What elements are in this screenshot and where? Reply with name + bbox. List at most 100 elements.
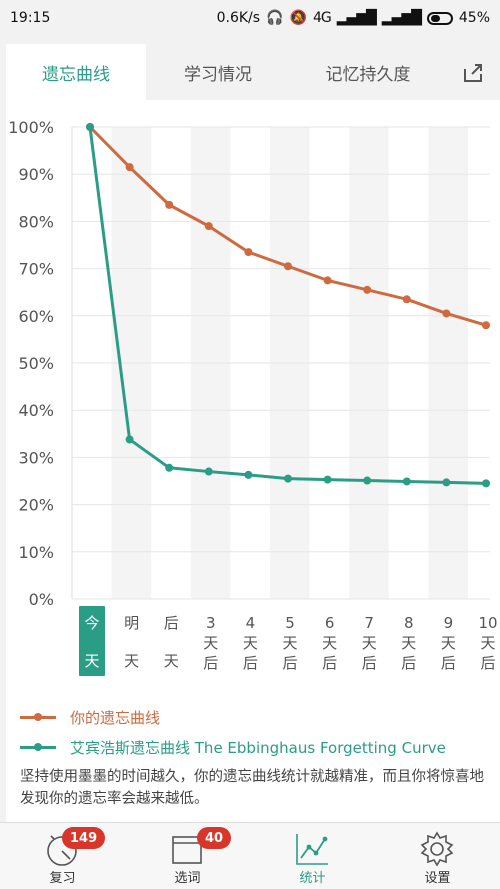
x-tick-label: 天	[84, 652, 99, 670]
legend-label-ebbinghaus: 艾宾浩斯遗忘曲线 The Ebbinghaus Forgetting Curve	[70, 738, 446, 757]
status-bar: 19:15 0.6K/s 🎧 🔕 4G ▂▄▆█ ▂▄▆█ 45%	[0, 0, 500, 36]
data-point-ebbinghaus	[165, 463, 174, 472]
data-point-mine	[442, 309, 451, 318]
nav-settings-label: 设置	[424, 871, 451, 886]
x-tick-label: 4	[246, 614, 256, 632]
word-card-icon	[172, 836, 202, 864]
data-point-mine	[165, 200, 174, 209]
y-tick-label: 80%	[18, 212, 54, 231]
tab-bar: 遗忘曲线 学习情况 记忆持久度	[0, 44, 500, 100]
battery-icon	[426, 11, 453, 25]
y-tick-label: 0%	[29, 590, 54, 609]
x-tick-label: 天	[401, 634, 416, 652]
x-tick-label: 明	[124, 614, 139, 632]
y-tick-label: 100%	[8, 118, 54, 137]
chart-legend: 你的遗忘曲线 艾宾浩斯遗忘曲线 The Ebbinghaus Forgettin…	[20, 702, 490, 810]
x-tick-label: 后	[322, 654, 337, 672]
x-tick-label: 天	[203, 634, 218, 652]
y-tick-label: 20%	[18, 496, 54, 515]
bottom-nav: 149 复习 40 选词 统计 设置	[0, 822, 500, 889]
y-tick-label: 10%	[18, 543, 54, 562]
data-point-ebbinghaus	[482, 479, 490, 488]
x-tick-label: 10	[478, 614, 497, 632]
content-card: 0% 10% 20% 30% 40% 50% 60% 70% 80% 90% 100% 今天明天后天 3…	[6, 100, 500, 822]
legend-swatch-ebbinghaus	[20, 742, 56, 751]
x-tick-label: 后	[243, 654, 258, 672]
y-tick-label: 40%	[18, 401, 54, 420]
tab-study-status[interactable]: 学习情况	[184, 64, 252, 85]
x-tick-label: 后	[362, 654, 377, 672]
data-point-ebbinghaus	[323, 475, 332, 484]
y-tick-label: 60%	[18, 307, 54, 326]
nav-settings[interactable]: 设置	[375, 823, 500, 889]
x-tick-label: 天	[282, 634, 297, 652]
network-speed: 0.6K/s	[216, 10, 261, 26]
tab-forgetting-curve[interactable]: 遗忘曲线	[6, 44, 146, 100]
gear-icon	[420, 831, 454, 867]
nav-review-label: 复习	[49, 871, 76, 886]
line-chart-icon	[296, 834, 328, 865]
headphones-icon: 🎧	[266, 10, 284, 26]
review-count-badge: 149	[62, 827, 106, 849]
x-tick-label: 今	[84, 614, 99, 632]
nav-select-words[interactable]: 40 选词	[125, 823, 250, 889]
network-type: 4G	[312, 10, 332, 26]
data-point-ebbinghaus	[284, 474, 292, 483]
share-icon[interactable]	[462, 62, 484, 84]
data-point-ebbinghaus	[125, 435, 134, 444]
x-tick-label: 后	[164, 614, 179, 632]
x-tick-label: 天	[322, 634, 337, 652]
y-tick-label: 90%	[18, 165, 54, 184]
legend-item-ebbinghaus: 艾宾浩斯遗忘曲线 The Ebbinghaus Forgetting Curve	[20, 732, 490, 762]
data-point-mine	[363, 285, 372, 294]
words-count-badge: 40	[197, 827, 232, 849]
battery-level: 45%	[458, 10, 490, 26]
x-tick-label: 6	[325, 614, 335, 632]
y-tick-label: 70%	[18, 260, 54, 279]
status-icons: 0.6K/s 🎧 🔕 4G ▂▄▆█ ▂▄▆█ 45%	[217, 10, 490, 26]
data-point-mine	[244, 248, 253, 257]
data-point-mine	[482, 321, 490, 330]
x-tick-label: 后	[401, 654, 416, 672]
nav-statistics-label: 统计	[299, 871, 326, 886]
x-tick-label: 后	[203, 654, 218, 672]
signal-icon-2: ▂▄▆█	[381, 10, 422, 26]
x-tick-label: 7	[364, 614, 374, 632]
data-point-ebbinghaus	[442, 478, 451, 487]
x-tick-label: 天	[441, 634, 456, 652]
data-point-mine	[204, 222, 213, 231]
x-tick-label: 天	[480, 634, 495, 652]
data-point-mine	[402, 295, 411, 304]
x-tick-label: 天	[164, 652, 179, 670]
signal-icon: ▂▄▆█	[336, 10, 377, 26]
x-tick-label: 天	[362, 634, 377, 652]
data-point-mine	[125, 163, 134, 172]
x-tick-label: 5	[285, 614, 295, 632]
forgetting-curve-chart: 0%10%20%30%40%50%60%70%80%90%100%今天明天后天3…	[8, 118, 500, 676]
x-tick-label: 后	[480, 654, 495, 672]
legend-item-mine: 你的遗忘曲线	[20, 702, 490, 732]
data-point-ebbinghaus	[204, 467, 213, 476]
data-point-mine	[323, 276, 332, 285]
tab-memory-durability[interactable]: 记忆持久度	[325, 64, 411, 85]
mute-bell-icon: 🔕	[289, 10, 307, 26]
data-point-ebbinghaus	[402, 477, 411, 486]
legend-swatch-mine	[20, 712, 56, 721]
legend-label-mine: 你的遗忘曲线	[70, 708, 161, 727]
y-tick-label: 30%	[18, 448, 54, 467]
y-tick-label: 50%	[18, 354, 54, 373]
x-tick-label: 8	[404, 614, 414, 632]
nav-select-words-label: 选词	[174, 871, 201, 886]
x-tick-label: 后	[282, 654, 297, 672]
status-time: 19:15	[10, 10, 51, 26]
x-tick-label: 9	[444, 614, 454, 632]
x-label-today-highlight	[79, 606, 105, 676]
data-point-ebbinghaus	[244, 470, 253, 479]
nav-statistics[interactable]: 统计	[250, 823, 375, 889]
data-point-ebbinghaus	[363, 476, 372, 485]
data-point-mine	[284, 262, 292, 271]
data-point-ebbinghaus	[86, 123, 94, 131]
x-tick-label: 后	[441, 654, 456, 672]
chart-note: 坚持使用墨墨的时间越久，你的遗忘曲线统计就越精准，而且你将惊喜地发现你的遗忘率会…	[20, 769, 484, 807]
nav-review[interactable]: 149 复习	[0, 823, 125, 889]
